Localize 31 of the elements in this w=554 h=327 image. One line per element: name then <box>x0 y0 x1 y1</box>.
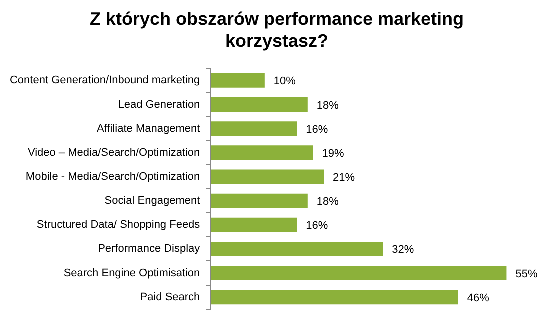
bar <box>211 122 298 136</box>
chart-title: Z których obszarów performance marketing korzystasz? <box>88 8 466 53</box>
data-label: 55% <box>516 268 538 280</box>
bar <box>211 218 298 232</box>
bar <box>211 242 384 256</box>
data-label: 16% <box>306 124 328 136</box>
data-label: 32% <box>392 244 414 256</box>
y-tick-label: Lead Generation <box>118 98 200 111</box>
bar <box>211 266 507 281</box>
y-tick-label: Video – Media/Search/Optimization <box>28 146 200 159</box>
bar <box>211 73 265 88</box>
y-tick-label: Content Generation/Inbound marketing <box>10 74 200 87</box>
y-tick-label: Affiliate Management <box>97 122 200 135</box>
data-label: 18% <box>316 196 340 208</box>
y-tick-label: Social Engagement <box>104 195 200 208</box>
y-tick-label: Performance Display <box>98 243 201 256</box>
data-label: 46% <box>467 292 490 304</box>
bar <box>211 146 314 160</box>
bar <box>211 170 324 184</box>
data-label: 21% <box>333 172 356 184</box>
data-label: 18% <box>316 100 340 112</box>
y-tick-label: Search Engine Optimisation <box>64 267 200 280</box>
bar <box>211 97 308 112</box>
bar <box>211 290 458 305</box>
y-tick-label: Paid Search <box>140 291 200 304</box>
data-label: 19% <box>322 148 345 160</box>
data-label: 10% <box>274 76 296 88</box>
data-label: 16% <box>306 220 328 232</box>
y-tick-label: Mobile - Media/Search/Optimization <box>26 170 200 183</box>
y-tick-label: Structured Data/ Shopping Feeds <box>36 219 201 232</box>
bar <box>211 194 308 208</box>
